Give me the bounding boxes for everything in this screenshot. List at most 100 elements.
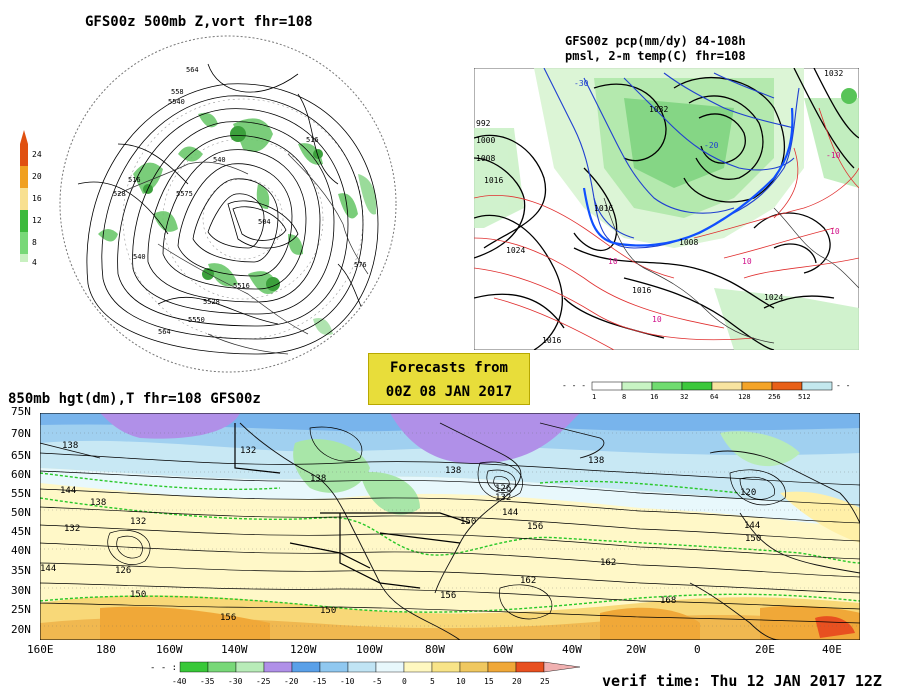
- isobar-label: 992: [476, 119, 491, 128]
- global-850mb-map: 132 138 144 138 132 126 144 150 156 126 …: [40, 413, 860, 640]
- temperature-legend-label: 25: [540, 677, 550, 686]
- isobar-label: 1008: [679, 238, 698, 247]
- lon-label: 20W: [626, 643, 646, 656]
- temperature-legend-label: -20: [284, 677, 299, 686]
- precip-legend-label: 32: [680, 393, 688, 401]
- lat-label: 45N: [11, 525, 31, 538]
- height-label: 144: [40, 564, 56, 574]
- temperature-legend-bin: [487, 661, 517, 673]
- lon-label: 40W: [562, 643, 582, 656]
- temperature-legend-bin: [403, 661, 433, 673]
- precip-legend-label: 256: [768, 393, 781, 401]
- precip-legend-label: 128: [738, 393, 751, 401]
- temperature-shading: [40, 413, 860, 640]
- isobar-label: 1016: [484, 176, 503, 185]
- coastlines: [603, 197, 859, 344]
- contour-label: 576: [354, 261, 367, 269]
- temperature-legend-bin: [207, 661, 237, 673]
- temperature-legend-label: -15: [312, 677, 327, 686]
- lon-label: 100W: [356, 643, 383, 656]
- temperature-legend-label: 20: [512, 677, 522, 686]
- isobar-label: 1000: [476, 136, 495, 145]
- height-label: 138: [310, 474, 326, 484]
- height-label: 150: [745, 534, 761, 544]
- isobar-label: 1032: [824, 69, 843, 78]
- height-label: 162: [600, 558, 616, 568]
- temperature-legend-bin: [375, 661, 405, 673]
- precip-legend: - - - - - - 1 8 16 32 64 128 256 512: [562, 381, 852, 401]
- lon-label: 160W: [156, 643, 183, 656]
- precip-legend-bin: [741, 381, 773, 391]
- lat-label: 25N: [11, 603, 31, 616]
- coastlines: [117, 153, 369, 355]
- isobar-label: 1016: [542, 336, 561, 345]
- vort-legend-bin: [20, 210, 28, 232]
- height-label: 150: [460, 517, 476, 527]
- height-label: 150: [130, 590, 146, 600]
- temperature-contours-red: [474, 107, 859, 350]
- lon-label: 120W: [290, 643, 317, 656]
- isobar-label: 1016: [632, 286, 651, 295]
- freezing-line: [582, 107, 794, 247]
- height-contours: [77, 63, 379, 355]
- isobar-label: 1032: [649, 105, 668, 114]
- contour-label: 5575: [176, 190, 193, 198]
- vort-legend-label: 16: [32, 194, 42, 203]
- vort-legend-label: 8: [32, 238, 37, 247]
- isobars: [474, 68, 859, 350]
- lat-label: 50N: [11, 506, 31, 519]
- precip-legend-label: 16: [650, 393, 658, 401]
- temperature-label: -10: [826, 151, 841, 160]
- lon-label: 80W: [425, 643, 445, 656]
- isobar-label: 1016: [594, 204, 613, 213]
- temperature-legend-label: -35: [200, 677, 215, 686]
- upper-right-title-line1: GFS00z pcp(mm/dy) 84-108h: [565, 34, 746, 48]
- height-label: 144: [502, 508, 518, 518]
- temperature-legend-label: -5: [372, 677, 382, 686]
- height-label: 132: [495, 493, 511, 503]
- temperature-legend-label: 15: [484, 677, 494, 686]
- forecast-init-line2: 00Z 08 JAN 2017: [385, 384, 513, 400]
- contour-label: 5528: [203, 298, 220, 306]
- height-label: 126: [115, 566, 131, 576]
- contour-label: 564: [158, 328, 171, 336]
- lon-label: 60W: [493, 643, 513, 656]
- precip-legend-label: 512: [798, 393, 811, 401]
- precip-legend-label: 1: [592, 393, 596, 401]
- lat-label: 75N: [11, 405, 31, 418]
- height-label: 168: [660, 596, 676, 606]
- lon-label: 160E: [27, 643, 54, 656]
- precip-legend-bin: [801, 381, 833, 391]
- contour-label: 558: [171, 88, 184, 96]
- precip-legend-bin: [771, 381, 803, 391]
- upper-right-title-line2: pmsl, 2-m temp(C) fhr=108: [565, 49, 746, 63]
- coastlines: [40, 422, 860, 640]
- lon-label: 40E: [822, 643, 842, 656]
- vort-legend-label: 24: [32, 150, 42, 159]
- contour-label: 516: [128, 176, 141, 184]
- temperature-legend-label: 0: [402, 677, 407, 686]
- lon-label: 140W: [221, 643, 248, 656]
- lat-label: 40N: [11, 544, 31, 557]
- vort-legend-label: 12: [32, 216, 42, 225]
- temperature-legend-label: 10: [456, 677, 466, 686]
- temperature-label: 10: [652, 315, 662, 324]
- height-label: 138: [445, 466, 461, 476]
- temperature-legend-bin: [515, 661, 545, 673]
- contour-label: 5540: [168, 98, 185, 106]
- lon-label: 0: [694, 643, 701, 656]
- contour-label: 5550: [188, 316, 205, 324]
- precip-pmsl-map: 992 1000 1008 1016 1024 1032 1016 1016 1…: [474, 68, 859, 350]
- height-label: 132: [240, 446, 256, 456]
- contour-label: 516: [306, 136, 319, 144]
- graticule: [40, 432, 860, 627]
- polar-500mb-map: 564 558 5540 540 516 528 576 564 5550 55…: [59, 35, 397, 373]
- height-label: 132: [64, 524, 80, 534]
- height-label: 162: [520, 576, 536, 586]
- vort-legend-bin: [20, 166, 28, 188]
- precip-legend-bin: [621, 381, 653, 391]
- temperature-legend-bin: [263, 661, 293, 673]
- vort-legend-label: 4: [32, 258, 37, 267]
- vort-legend: 24 20 16 12 8 4: [20, 130, 42, 267]
- lon-label: 180: [96, 643, 116, 656]
